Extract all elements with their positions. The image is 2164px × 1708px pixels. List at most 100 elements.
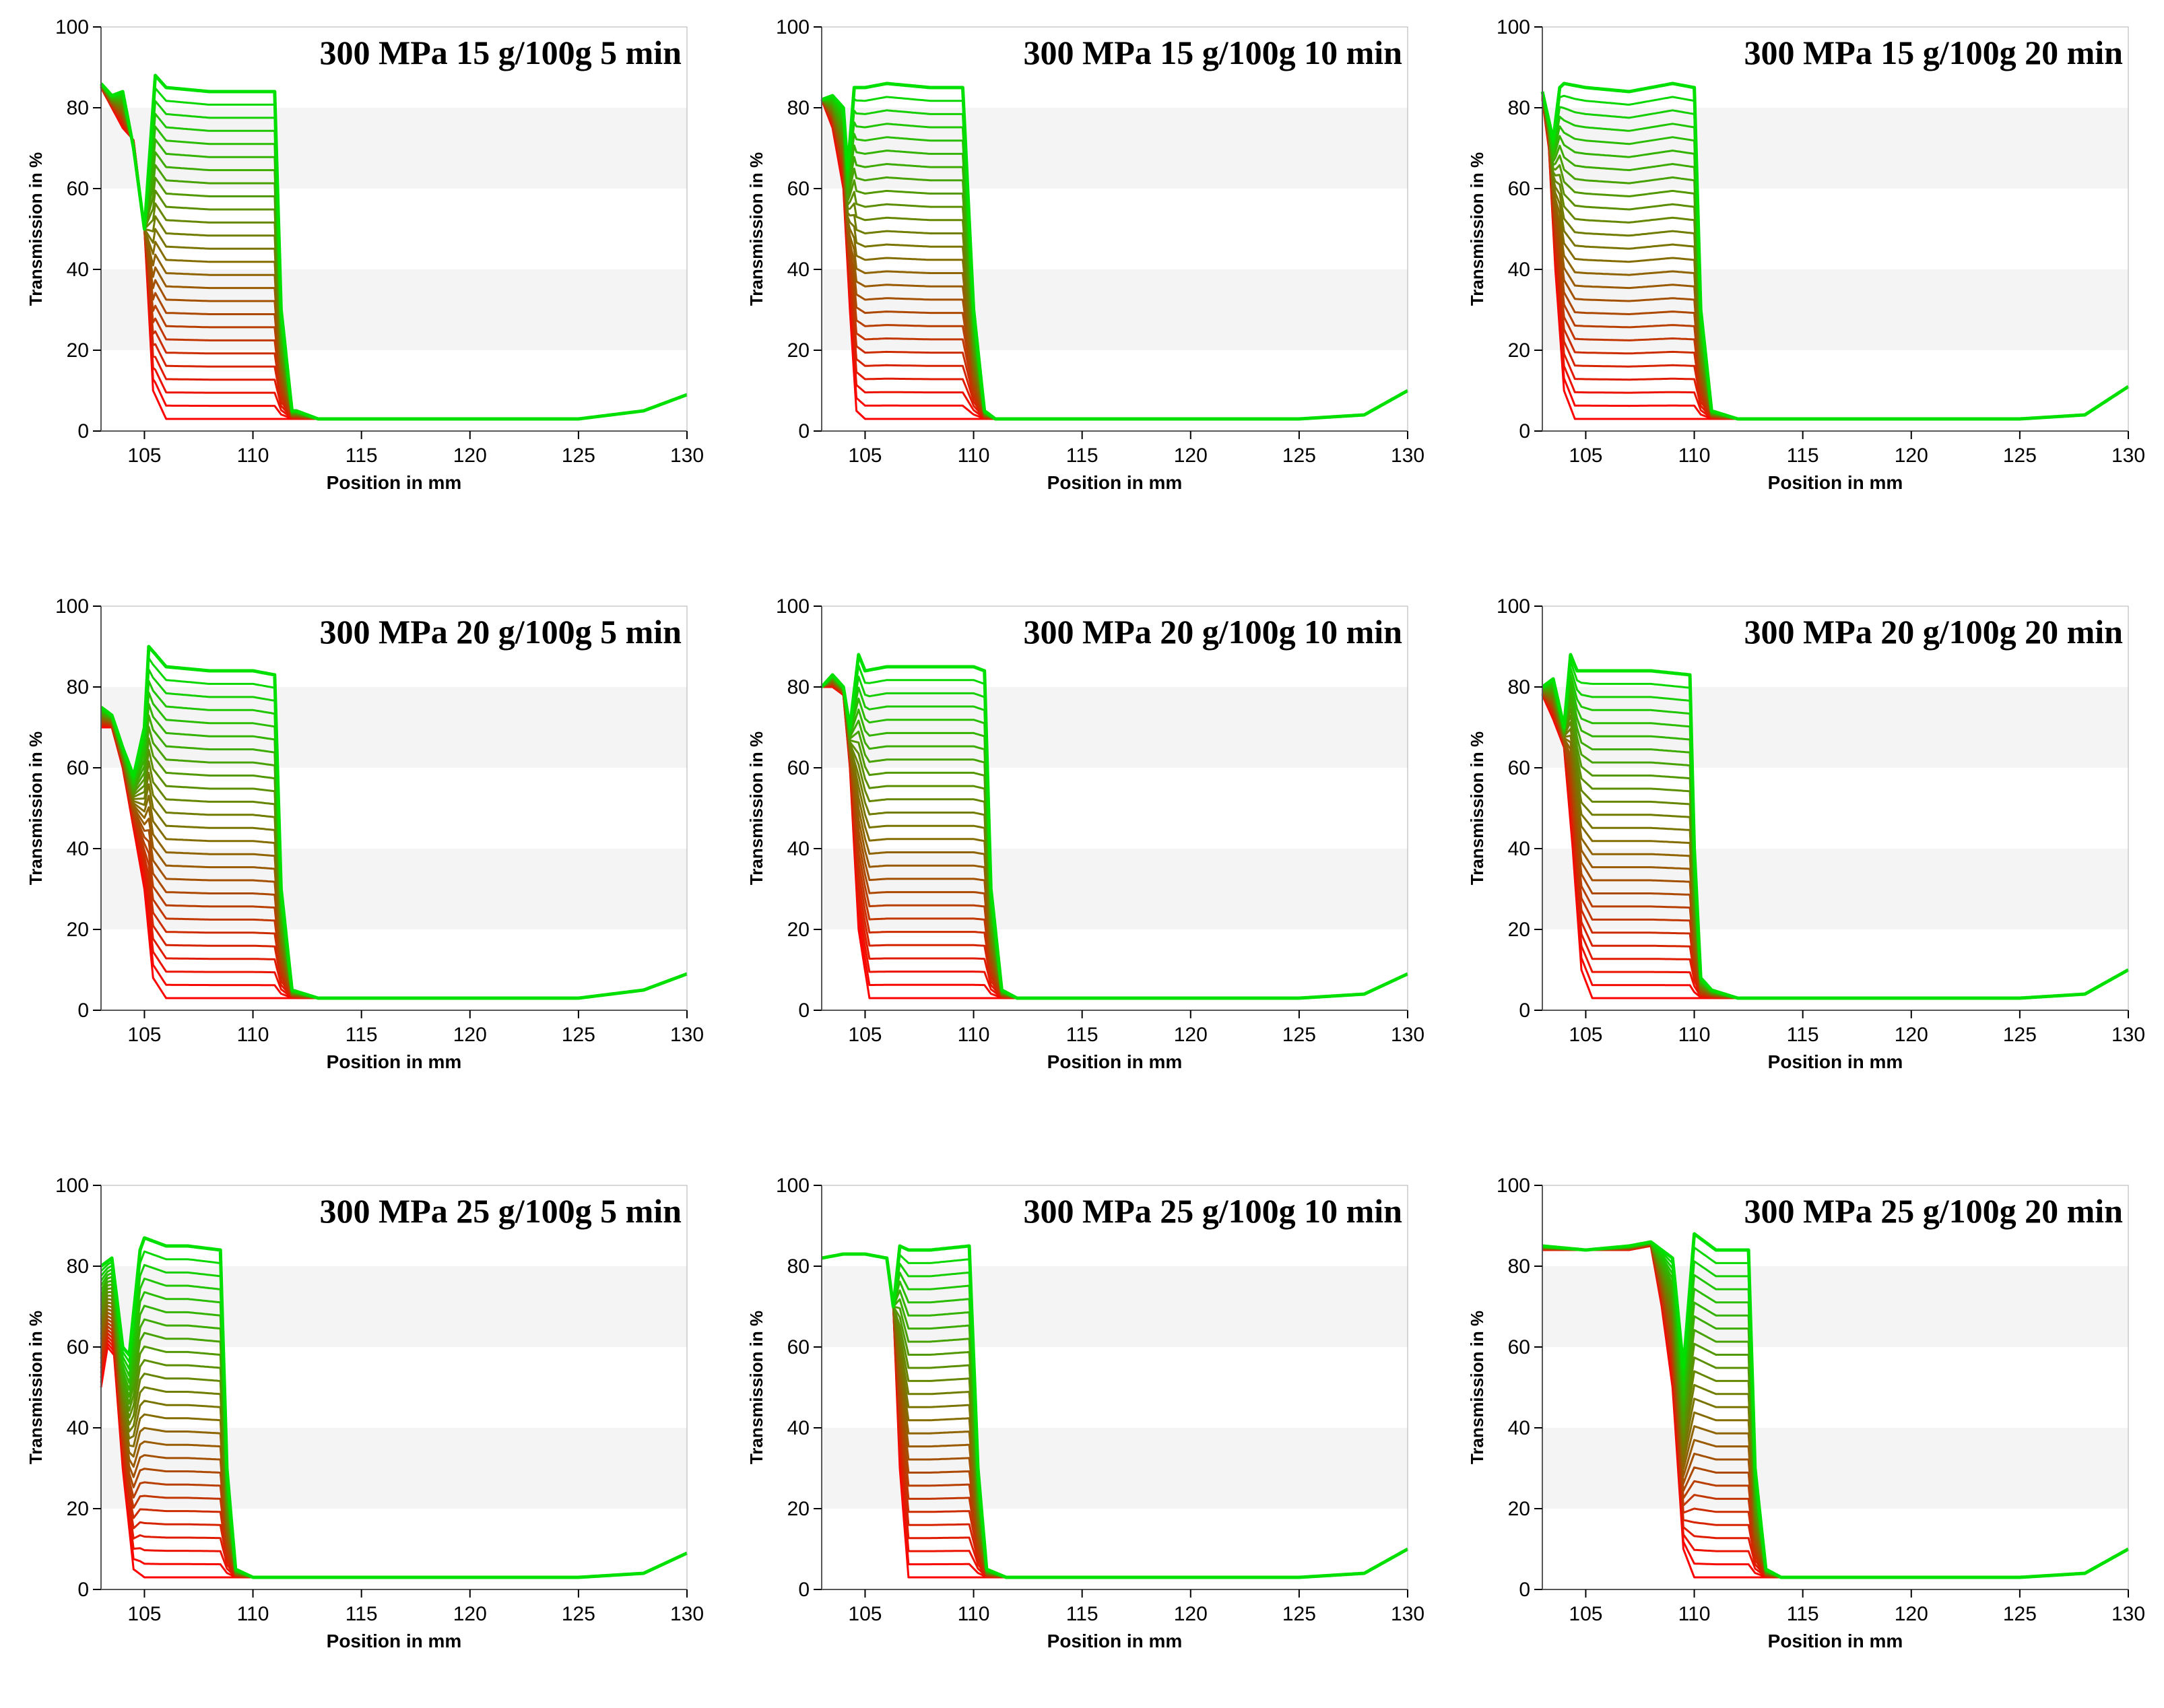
y-tick-label: 60 [67, 757, 89, 779]
x-tick-label: 130 [1391, 1024, 1424, 1046]
y-tick-label: 100 [776, 595, 810, 618]
plot-area [822, 1185, 1408, 1589]
y-axis-label: Transmission in % [26, 1311, 46, 1464]
y-tick-label: 80 [787, 676, 810, 698]
chart-title: 300 MPa 25 g/100g 5 min [320, 1192, 682, 1230]
grid-band [101, 1266, 687, 1347]
x-tick-label: 115 [1787, 1024, 1819, 1046]
x-tick-label: 105 [848, 1603, 882, 1625]
grid-band [1542, 108, 2128, 189]
profile-line-last [1540, 81, 2130, 421]
profile-line-last [821, 1244, 1409, 1579]
plot-area [1542, 27, 2128, 431]
x-axis-label: Position in mm [1047, 1051, 1183, 1072]
y-tick-label: 40 [67, 259, 89, 281]
x-tick-label: 110 [1678, 445, 1711, 467]
chart-title: 300 MPa 15 g/100g 5 min [320, 34, 682, 71]
profile-line-last [820, 653, 1409, 1000]
y-tick-label: 20 [1508, 919, 1530, 941]
y-axis-label: Transmission in % [746, 152, 766, 306]
x-tick-label: 120 [1174, 445, 1208, 467]
y-tick-label: 80 [1508, 676, 1530, 698]
y-tick-label: 40 [787, 259, 810, 281]
x-tick-label: 120 [1895, 1603, 1928, 1625]
x-tick-label: 110 [1678, 1603, 1711, 1625]
chart-panel-4: 0 20 40 60 80 100 105 110 115 120 125 130 Position i… [26, 595, 704, 1072]
x-tick-label: 105 [848, 1024, 882, 1046]
y-tick-label: 20 [787, 1498, 810, 1520]
x-tick-label: 105 [848, 445, 882, 467]
grid-band [101, 108, 687, 189]
chart-panel-5: 0 20 40 60 80 100 105 110 115 120 125 130 Position i… [746, 595, 1424, 1072]
x-tick-label: 110 [237, 1603, 269, 1625]
y-tick-label: 20 [787, 339, 810, 362]
plot-frame [821, 605, 1408, 1011]
x-axis-label: Position in mm [1047, 1631, 1183, 1651]
y-tick-label: 40 [1508, 259, 1530, 281]
x-tick-label: 105 [127, 1024, 161, 1046]
chart-title: 300 MPa 15 g/100g 10 min [1024, 34, 1403, 71]
y-tick-label: 0 [77, 999, 89, 1022]
plot-area [1542, 1185, 2128, 1589]
y-tick-label: 80 [787, 97, 810, 119]
plot-area [822, 27, 1408, 431]
x-tick-label: 130 [670, 1024, 704, 1046]
y-tick-label: 100 [1497, 595, 1530, 618]
x-tick-label: 125 [1282, 445, 1316, 467]
x-tick-label: 130 [1391, 1603, 1424, 1625]
x-axis-label: Position in mm [1047, 472, 1183, 493]
grid-band [822, 1428, 1408, 1509]
grid-band [822, 1266, 1408, 1347]
x-tick-label: 130 [2111, 1603, 2145, 1625]
x-axis-label: Position in mm [327, 472, 462, 493]
chart-panel-8: 0 20 40 60 80 100 105 110 115 120 125 130 Position i… [746, 1175, 1424, 1651]
x-tick-label: 120 [1895, 1024, 1928, 1046]
y-axis-label: Transmission in % [26, 731, 46, 885]
x-tick-label: 125 [562, 1603, 595, 1625]
grid-band [822, 269, 1408, 350]
y-tick-label: 0 [77, 1579, 89, 1601]
x-tick-label: 120 [453, 1603, 487, 1625]
plot-area [101, 606, 687, 1010]
y-tick-label: 40 [1508, 838, 1530, 860]
profile-line-last [100, 73, 688, 421]
plot-frame [1542, 1185, 2129, 1590]
grid-band [101, 269, 687, 350]
grid-band [822, 687, 1408, 768]
x-tick-label: 115 [346, 1024, 378, 1046]
y-tick-label: 100 [1497, 1175, 1530, 1197]
plot-area [822, 606, 1408, 1010]
x-axis-label: Position in mm [1768, 1631, 1903, 1651]
y-tick-label: 60 [1508, 757, 1530, 779]
y-tick-label: 80 [67, 97, 89, 119]
grid-band [1542, 1266, 2128, 1347]
grid-band [101, 1428, 687, 1509]
chart-panel-9: 0 20 40 60 80 100 105 110 115 120 125 130 Position i… [1467, 1175, 2145, 1651]
x-tick-label: 110 [237, 1024, 269, 1046]
grid-band [822, 849, 1408, 929]
y-tick-label: 40 [67, 838, 89, 860]
x-tick-label: 115 [346, 445, 378, 467]
x-axis-label: Position in mm [1768, 472, 1903, 493]
profile-line-last [100, 1236, 688, 1579]
y-tick-label: 40 [1508, 1417, 1530, 1439]
grid-band [1542, 269, 2128, 350]
y-tick-label: 100 [55, 595, 89, 618]
y-axis-label: Transmission in % [1467, 1311, 1487, 1464]
x-tick-label: 110 [958, 445, 990, 467]
x-tick-label: 125 [1282, 1024, 1316, 1046]
x-tick-label: 130 [2111, 1024, 2145, 1046]
y-tick-label: 60 [67, 178, 89, 200]
y-tick-label: 60 [787, 178, 810, 200]
x-tick-label: 115 [1787, 1603, 1819, 1625]
y-tick-label: 40 [787, 1417, 810, 1439]
profile-line-last [1541, 653, 2130, 1000]
profile-line-last [100, 645, 688, 1000]
x-tick-label: 115 [1066, 1603, 1099, 1625]
x-tick-label: 125 [562, 1024, 595, 1046]
y-tick-label: 100 [776, 1175, 810, 1197]
y-axis-label: Transmission in % [1467, 152, 1487, 306]
plot-area [1542, 606, 2128, 1010]
x-tick-label: 105 [127, 1603, 161, 1625]
